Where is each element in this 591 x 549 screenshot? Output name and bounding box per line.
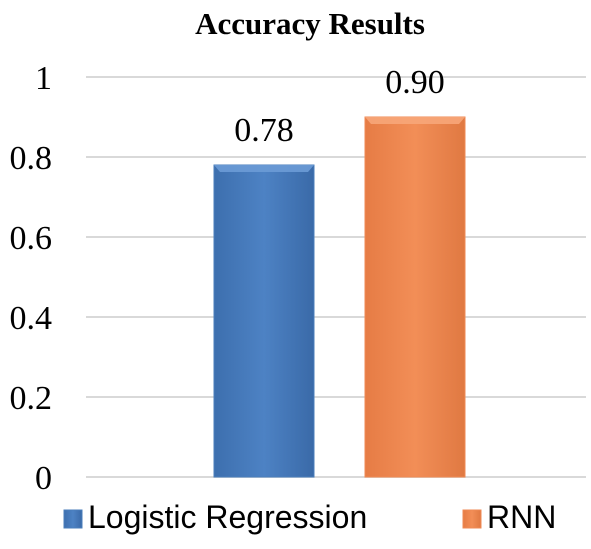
legend-label: RNN <box>487 499 556 535</box>
gridlines <box>86 76 586 478</box>
chart-title: Accuracy Results <box>195 6 425 41</box>
data-labels: 0.78 0.90 <box>234 64 445 149</box>
legend-swatch <box>63 509 83 529</box>
bar-body <box>364 116 466 478</box>
y-tick-label: 0.4 <box>10 300 53 337</box>
y-tick-label: 0.6 <box>10 220 53 257</box>
data-label: 0.90 <box>385 64 445 101</box>
y-tick-label: 0.2 <box>10 380 53 417</box>
bar-bevel <box>214 165 314 172</box>
y-tick-label: 0 <box>35 460 52 497</box>
bar-bevel <box>365 117 465 124</box>
legend-swatch <box>462 509 482 529</box>
y-axis-ticks: 0 0.2 0.4 0.6 0.8 1 <box>10 60 53 497</box>
bars <box>213 116 466 478</box>
y-tick-label: 0.8 <box>10 140 53 177</box>
bar-logistic-regression <box>213 164 315 478</box>
data-label: 0.78 <box>234 112 294 149</box>
bar-body <box>213 164 315 478</box>
bar-rnn <box>364 116 466 478</box>
legend: Logistic Regression RNN <box>63 499 556 535</box>
y-tick-label: 1 <box>35 60 52 97</box>
legend-label: Logistic Regression <box>88 499 367 535</box>
